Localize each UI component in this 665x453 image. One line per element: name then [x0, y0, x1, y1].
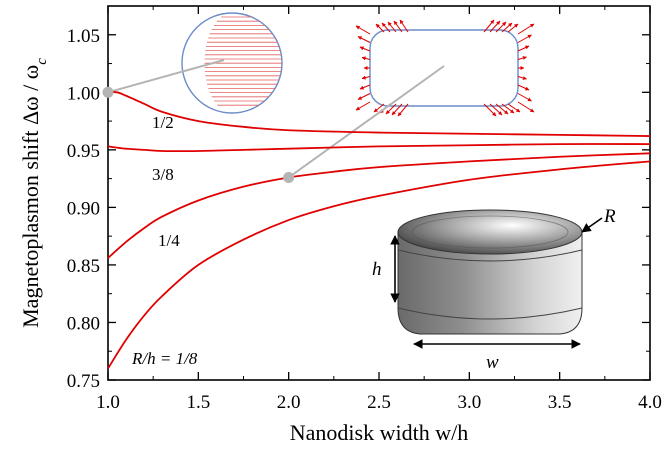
inset-rounded-field-diagram [355, 19, 535, 117]
series-label-1-4: 1/4 [158, 231, 180, 250]
y-tick-label-4: 0.95 [67, 141, 100, 162]
series-label-1-8: R/h = 1/8 [131, 349, 198, 368]
series-label-3-8: 3/8 [152, 165, 174, 184]
x-tick-label-5: 3.5 [548, 392, 572, 413]
highlight-markers [102, 86, 295, 183]
series-line-1 [107, 143, 651, 153]
series-line-0 [107, 91, 651, 137]
x-tick-label-4: 3.0 [457, 392, 481, 413]
inset-height-label: h [372, 259, 382, 280]
x-tick-label-0: 1.0 [96, 392, 120, 413]
inset-radius-label: R [603, 206, 616, 227]
inset-circle-field-diagram [181, 12, 283, 114]
tick-labels: 1.0 1.5 2.0 2.5 3.0 3.5 4.0 0.75 0.80 0.85 0.90 0.9… [67, 26, 662, 413]
x-axis-title: Nanodisk width w/h [290, 420, 468, 445]
x-tick-label-3: 2.5 [367, 392, 391, 413]
x-tick-label-1: 1.5 [186, 392, 210, 413]
y-tick-label-6: 1.05 [67, 26, 100, 47]
series-line-2 [107, 152, 651, 259]
y-tick-label-0: 0.75 [67, 371, 100, 392]
inset-width-label: w [486, 352, 499, 373]
series-line-3 [107, 160, 651, 369]
x-tick-label-2: 2.0 [277, 392, 301, 413]
series-curves [107, 91, 651, 369]
highlight-marker-0 [102, 86, 114, 98]
highlight-marker-1 [283, 171, 295, 183]
y-tick-label-2: 0.85 [67, 256, 100, 277]
y-tick-label-5: 1.00 [67, 83, 100, 104]
series-label-1-2: 1/2 [152, 113, 174, 132]
nanodisk-3d-illustration [390, 209, 603, 349]
x-tick-label-6: 4.0 [638, 392, 662, 413]
pointer-lines [107, 59, 445, 179]
y-tick-label-3: 0.90 [67, 198, 100, 219]
y-axis-title-subscript: c [34, 58, 50, 65]
y-tick-label-1: 0.80 [67, 313, 100, 334]
axis-ticks [107, 6, 651, 381]
y-axis-title: Magnetoplasmon shift Δω / ωc [18, 58, 50, 328]
